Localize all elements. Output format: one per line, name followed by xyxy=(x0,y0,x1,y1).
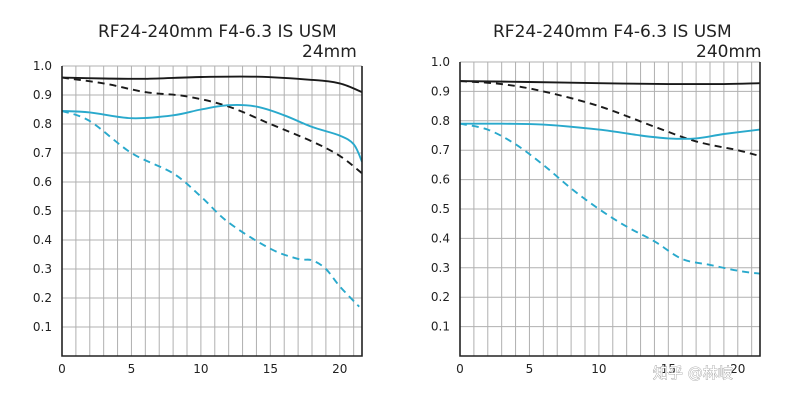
y-tick-label: 0.8 xyxy=(33,117,52,131)
y-tick-label: 0.9 xyxy=(431,84,450,98)
x-tick-label: 0 xyxy=(456,362,464,376)
y-tick-label: 0.5 xyxy=(431,202,450,216)
y-tick-label: 0.2 xyxy=(33,291,52,305)
plot-area: 0.1 0.2 0.3 0.4 0.5 0.6 0.7 0.8 0.9 1.0 0 5 10 15 20 xyxy=(431,55,761,376)
chart-subtitle: 24mm xyxy=(302,42,357,62)
series-line-black-solid xyxy=(460,80,760,86)
axis-frame xyxy=(61,66,363,357)
series-line-blue-dashed xyxy=(460,122,760,275)
x-tick-label: 5 xyxy=(526,362,534,376)
y-tick-label: 1.0 xyxy=(33,59,52,73)
series-line-black-dashed xyxy=(460,80,760,158)
y-tick-label: 0.3 xyxy=(431,261,450,275)
series-group xyxy=(62,75,362,308)
x-tick-label: 20 xyxy=(730,362,745,376)
y-tick-label: 0.1 xyxy=(33,320,52,334)
chart-240mm: RF24-240mm F4-6.3 IS USM 240mm 0.1 0.2 0.3… xyxy=(431,22,762,376)
x-tick-label: 0 xyxy=(58,362,66,376)
y-tick-label: 0.2 xyxy=(431,290,450,304)
chart-title: RF24-240mm F4-6.3 IS USM xyxy=(493,22,732,42)
x-tick-label: 10 xyxy=(591,362,606,376)
series-line-blue-dashed xyxy=(62,110,360,308)
y-tick-label: 0.8 xyxy=(431,114,450,128)
y-tick-label: 0.6 xyxy=(431,173,450,187)
x-tick-label: 15 xyxy=(661,362,676,376)
x-tick-label: 15 xyxy=(263,362,278,376)
plot-area: 0.1 0.2 0.3 0.4 0.5 0.6 0.7 0.8 0.9 1.0 0 5 10 15 20 xyxy=(33,59,363,376)
x-tick-label: 5 xyxy=(128,362,136,376)
chart-subtitle: 240mm xyxy=(696,42,762,62)
y-tick-label: 0.5 xyxy=(33,204,52,218)
y-tick-label: 0.9 xyxy=(33,88,52,102)
y-tick-label: 0.3 xyxy=(33,262,52,276)
y-tick-label: 0.1 xyxy=(431,320,450,334)
x-tick-label: 20 xyxy=(332,362,347,376)
y-tick-label: 0.7 xyxy=(33,146,52,160)
chart-24mm: RF24-240mm F4-6.3 IS USM 24mm 0.10.20.30… xyxy=(33,22,363,376)
series-line-blue-solid xyxy=(460,122,760,140)
series-line-black-solid xyxy=(62,75,362,93)
y-tick-label: 0.7 xyxy=(431,143,450,157)
series-group xyxy=(460,80,760,275)
series-line-blue-solid xyxy=(62,104,362,163)
x-tick-label: 10 xyxy=(193,362,208,376)
watermark-text: 知乎 @林岐 xyxy=(653,364,733,382)
axis-frame xyxy=(459,62,761,357)
y-tick-label: 0.6 xyxy=(33,175,52,189)
y-tick-label: 0.4 xyxy=(33,233,52,247)
y-tick-label: 0.4 xyxy=(431,231,450,245)
y-tick-label: 1.0 xyxy=(431,55,450,69)
series-line-black-dashed xyxy=(62,76,362,175)
chart-title: RF24-240mm F4-6.3 IS USM xyxy=(98,22,337,42)
